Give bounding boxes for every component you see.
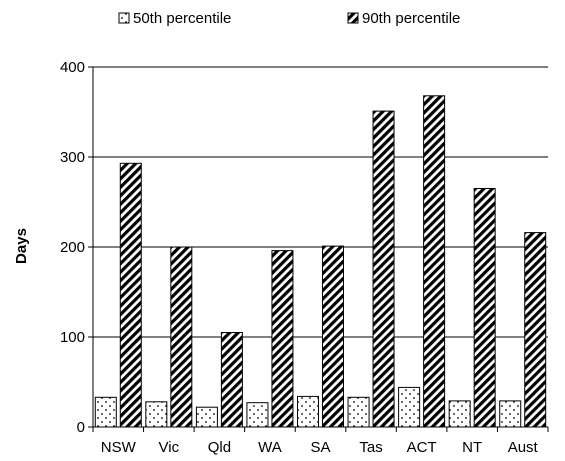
bars [94, 95, 547, 428]
y-tick-label-200: 200 [60, 239, 85, 256]
bar-50th-tas [347, 396, 370, 428]
x-tick-label-qld: Qld [208, 439, 231, 456]
legend-swatch-90th [347, 12, 359, 24]
x-tick-label-nsw: NSW [101, 439, 137, 456]
axes [88, 66, 549, 432]
bar-90th-sa [322, 245, 344, 428]
bar-90th-tas [372, 110, 395, 428]
gridlines [93, 66, 548, 338]
x-tick-label-wa: WA [258, 439, 282, 456]
x-tick-label-tas: Tas [359, 439, 382, 456]
x-tick-label-act: ACT [407, 439, 437, 456]
x-tick-label-vic: Vic [159, 439, 180, 456]
legend-label-90th: 90th percentile [362, 10, 460, 27]
x-tick-label-sa: SA [310, 439, 330, 456]
bar-90th-act [423, 95, 446, 428]
y-tick-label-300: 300 [60, 149, 85, 166]
y-axis-title: Days [13, 228, 30, 264]
bar-90th-nt [473, 188, 496, 428]
y-tick-label-100: 100 [60, 329, 85, 346]
bar-50th-aust [499, 400, 522, 428]
x-tick-label-nt: NT [462, 439, 482, 456]
bar-50th-vic [145, 401, 168, 428]
y-tick-labels: 0 100 200 300 400 [60, 59, 85, 436]
y-tick-label-400: 400 [60, 59, 85, 76]
x-tick-labels: NSW Vic Qld WA SA Tas ACT NT Aust [101, 439, 539, 456]
bar-50th-nt [448, 400, 471, 428]
bar-50th-nsw [94, 396, 117, 428]
bar-90th-nsw [119, 162, 142, 428]
y-tick-label-0: 0 [77, 419, 85, 436]
legend: 50th percentile 90th percentile [118, 10, 460, 27]
legend-label-50th: 50th percentile [133, 10, 231, 27]
bar-50th-qld [195, 406, 218, 428]
bar-90th-wa [271, 250, 294, 428]
bar-50th-sa [297, 395, 319, 428]
bar-50th-act [398, 386, 421, 428]
bar-90th-vic [170, 246, 193, 428]
bar-90th-qld [220, 332, 243, 428]
legend-swatch-50th [118, 12, 130, 24]
x-tick-label-aust: Aust [508, 439, 539, 456]
bar-90th-aust [524, 232, 547, 428]
bar-50th-wa [246, 402, 269, 428]
